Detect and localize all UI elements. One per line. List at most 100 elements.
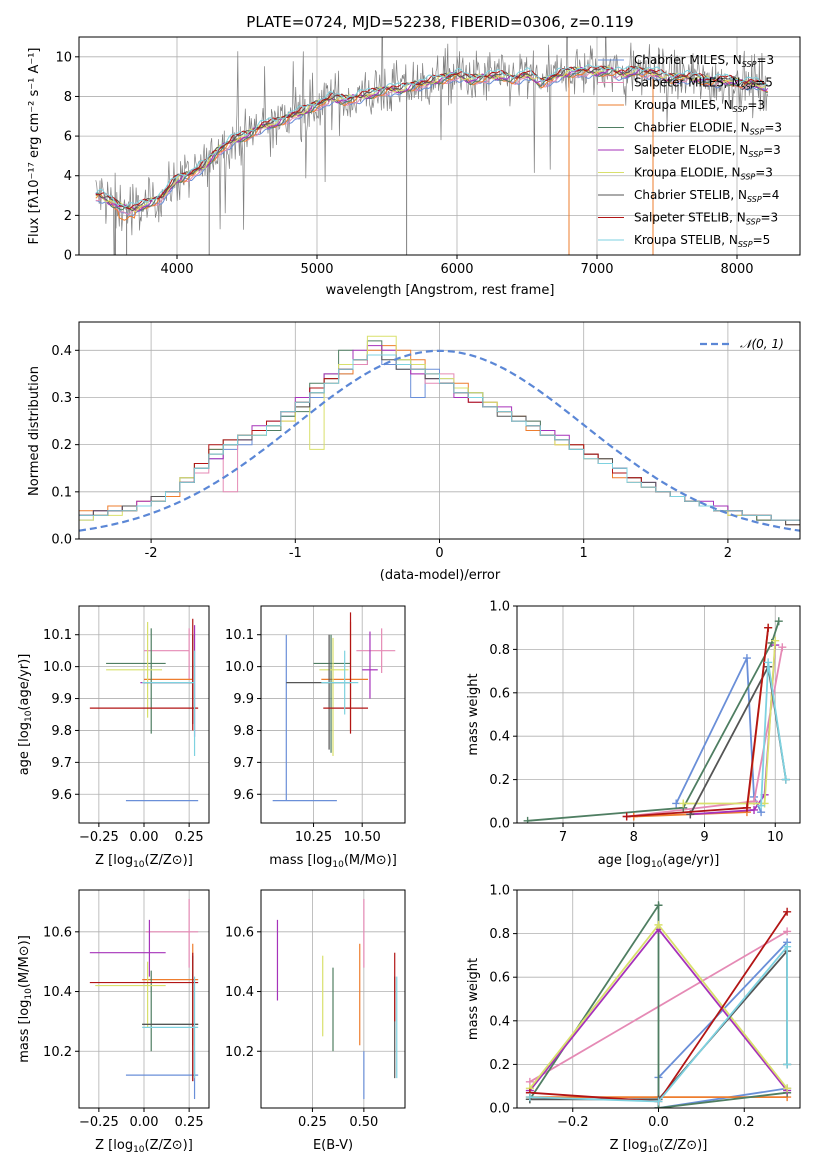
x-tick-label: 0.00	[130, 830, 159, 845]
x-axis-label-part: (age/yr)]	[662, 853, 719, 868]
y-tick-label: 0.0	[489, 817, 510, 832]
legend-text: =3	[756, 53, 774, 67]
legend-text: =3	[760, 211, 778, 225]
age-vs-metallicity-panel: −0.25 0.00 0.25 9.6 9.7 9.8 9.9 10.0 10.1	[43, 605, 210, 845]
legend-sub: SSP	[738, 240, 753, 249]
weight-marker	[764, 658, 773, 667]
y-tick-label: 9.9	[233, 692, 254, 707]
weight-vs-age-panel-frame	[516, 605, 801, 824]
weight-vs-metallicity-panel: −0.2 0.0 0.2 0.0 0.2 0.4 0.6 0.8 1.0	[489, 884, 801, 1130]
y-tick-label: 10.4	[225, 985, 254, 1000]
y-tick-label: 0.0	[51, 533, 72, 548]
x-axis-label: wavelength [Angstrom, rest frame]	[326, 283, 555, 298]
x-axis-label-sub: 10	[133, 860, 145, 870]
model-spectrum-line	[95, 64, 768, 208]
x-axis-label-part: Z [log	[610, 1138, 648, 1153]
age-vs-metallicity-panel-plot	[89, 618, 199, 802]
x-tick-label: −0.25	[79, 1115, 119, 1130]
y-tick-label: 10.1	[225, 628, 254, 643]
x-axis-label-part: mass [log	[269, 853, 332, 868]
y-tick-label: 6	[64, 130, 72, 145]
weight-marker	[783, 927, 792, 936]
legend-sub: SSP	[741, 83, 756, 92]
weight-vs-age-panel-plot	[523, 617, 790, 823]
y-tick-label: 9.8	[233, 724, 254, 739]
y-tick-label: 10.2	[43, 1045, 72, 1060]
legend-text: =4	[762, 188, 780, 202]
y-axis-label-part: age [log	[17, 722, 32, 775]
x-tick-label: 0.50	[349, 1115, 378, 1130]
y-tick-label: 9.7	[51, 756, 72, 771]
x-tick-label: 10.50	[344, 830, 381, 845]
legend-entry: Salpeter ELODIE, NSSP=3	[634, 143, 781, 159]
y-tick-label: 10.4	[43, 985, 72, 1000]
x-tick-label: 4000	[160, 262, 193, 277]
weight-marker	[757, 801, 766, 810]
x-tick-label: 1	[580, 546, 588, 561]
x-tick-label: 0.25	[175, 830, 204, 845]
legend-sub: SSP	[742, 60, 757, 69]
y-axis-label-part: (M/M⊙)]	[17, 935, 32, 988]
y-tick-label: 10	[55, 50, 72, 65]
legend-text: =3	[764, 121, 782, 135]
weight-vs-age-panel: 7 8 9 10 0.0 0.2 0.4 0.6 0.8 1.0	[489, 600, 801, 845]
legend-text: =5	[755, 76, 773, 90]
x-axis-label-part: (Z/Z⊙)]	[145, 1138, 193, 1153]
mass-vs-extinction-panel: 0.25 0.50 10.2 10.4 10.6	[225, 889, 406, 1130]
legend-text: Kroupa MILES, N	[634, 98, 733, 112]
legend-sub: SSP	[733, 105, 748, 114]
x-axis-label: age [log10(age/yr)]	[598, 853, 720, 870]
weight-marker	[679, 799, 688, 808]
age-vs-mass-panel: 10.25 10.50 9.6 9.7 9.8 9.9 10.0 10.1	[225, 605, 406, 845]
x-tick-label: 10	[767, 830, 784, 845]
weight-line	[529, 944, 788, 1103]
y-tick-label: 0.8	[489, 643, 510, 658]
legend-entry: Kroupa MILES, NSSP=3	[634, 98, 765, 114]
x-axis-label-sub: 10	[648, 1145, 660, 1155]
y-tick-label: 0.0	[489, 1102, 510, 1117]
legend-entry: Chabrier STELIB, NSSP=4	[634, 188, 779, 204]
weight-marker	[525, 1093, 534, 1102]
y-axis-label: Normed distribution	[27, 366, 42, 496]
y-tick-label: 1.0	[489, 884, 510, 899]
x-axis-label: Z [log10(Z/Z⊙)]	[95, 1138, 193, 1155]
x-axis-label-sub: 10	[133, 1145, 145, 1155]
y-tick-label: 9.8	[51, 724, 72, 739]
x-tick-label: 0	[435, 546, 443, 561]
y-tick-label: 0.6	[489, 686, 510, 701]
weight-marker	[672, 799, 681, 808]
legend-text: =5	[753, 233, 771, 247]
weight-line	[633, 627, 770, 818]
x-tick-label: 6000	[440, 262, 473, 277]
y-tick-label: 0.2	[51, 438, 72, 453]
legend-entry: Chabrier ELODIE, NSSP=3	[634, 121, 782, 137]
x-axis-label-part: Z [log	[95, 853, 133, 868]
y-tick-label: 0.4	[51, 344, 72, 359]
legend-text: Salpeter MILES, N	[634, 76, 741, 90]
y-tick-label: 0.4	[489, 730, 510, 745]
spectrum-panel-plot	[95, 37, 769, 255]
x-axis-label-sub: 10	[332, 860, 344, 870]
y-tick-label: 10.0	[225, 660, 254, 675]
y-tick-label: 9.6	[51, 788, 72, 803]
y-axis-label-part: mass [log	[17, 1000, 32, 1063]
y-tick-label: 8	[64, 90, 72, 105]
weight-marker	[778, 643, 787, 652]
weight-marker	[783, 1060, 792, 1069]
legend-sub: SSP	[748, 150, 763, 159]
legend-sub: SSP	[747, 195, 762, 204]
legend-text: Chabrier MILES, N	[634, 53, 742, 67]
x-axis-label-part: (Z/Z⊙)]	[659, 1138, 707, 1153]
age-vs-mass-panel-plot	[272, 612, 396, 802]
x-tick-label: 10.25	[295, 830, 332, 845]
weight-line	[529, 902, 788, 1108]
chart-title: PLATE=0724, MJD=52238, FIBERID=0306, z=0…	[246, 13, 633, 31]
y-axis-label: mass weight	[466, 673, 481, 755]
weight-marker	[781, 775, 790, 784]
residuals-panel-plot	[79, 335, 800, 532]
legend-entry: Kroupa ELODIE, NSSP=3	[634, 166, 773, 182]
age-vs-metallicity-panel-frame	[78, 605, 210, 824]
x-axis-label: mass [log10(M/M⊙)]	[269, 853, 397, 870]
y-tick-label: 9.7	[233, 756, 254, 771]
